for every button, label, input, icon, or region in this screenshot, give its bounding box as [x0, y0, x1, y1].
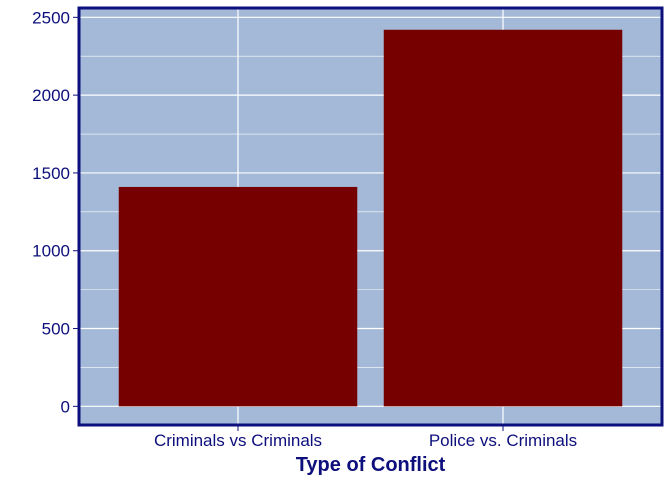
- plot-border: [77, 6, 664, 427]
- y-tick-label: 2500: [32, 8, 70, 27]
- x-tick-label: Criminals vs Criminals: [154, 431, 322, 450]
- y-tick-label: 0: [61, 397, 70, 416]
- y-tick-label: 1500: [32, 164, 70, 183]
- x-axis-title: Type of Conflict: [296, 454, 446, 476]
- bar: [118, 186, 358, 407]
- y-tick-label: 500: [42, 320, 70, 339]
- x-tick-label: Police vs. Criminals: [429, 431, 577, 450]
- y-tick-label: 1000: [32, 242, 70, 261]
- bar: [383, 29, 623, 407]
- y-tick-label: 2000: [32, 86, 70, 105]
- x-axis: Criminals vs Criminals Police vs. Crimina…: [154, 425, 577, 450]
- bars: [118, 29, 623, 407]
- y-axis: 0 500 1000 1500 2000 2500: [32, 8, 79, 416]
